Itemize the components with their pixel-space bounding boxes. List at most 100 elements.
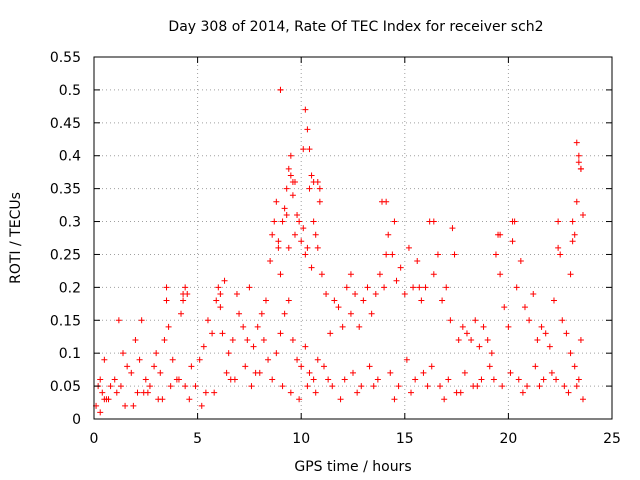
data-point — [579, 211, 586, 218]
data-point — [507, 369, 514, 376]
data-point — [343, 284, 350, 291]
data-point — [354, 389, 361, 396]
data-point — [192, 383, 199, 390]
data-point — [310, 218, 317, 225]
data-point — [277, 86, 284, 93]
data-point — [277, 330, 284, 337]
data-point — [128, 369, 135, 376]
data-point — [350, 369, 356, 376]
data-point — [335, 304, 342, 311]
data-point — [447, 317, 454, 324]
data-point — [368, 310, 375, 317]
data-point — [463, 330, 470, 337]
plot-frame — [93, 56, 613, 420]
data-point — [308, 264, 315, 271]
data-point — [422, 284, 429, 291]
data-point — [430, 218, 437, 225]
data-point — [254, 323, 261, 330]
y-tick-label: 0.05 — [50, 379, 81, 395]
data-point — [459, 323, 466, 330]
data-point — [188, 363, 195, 370]
x-tick-label: 10 — [292, 431, 310, 447]
y-tick-label: 0.55 — [50, 50, 81, 66]
data-point — [285, 297, 292, 304]
data-point — [573, 139, 580, 146]
data-point — [101, 396, 108, 403]
data-point — [403, 356, 410, 363]
data-point — [136, 356, 143, 363]
data-point — [182, 383, 189, 390]
data-point — [567, 271, 574, 278]
data-point — [517, 258, 524, 265]
data-point — [289, 192, 296, 199]
data-point — [490, 376, 497, 383]
x-tick-label: 0 — [90, 431, 99, 447]
data-point — [227, 376, 234, 383]
data-point — [300, 225, 307, 232]
data-point — [476, 343, 483, 350]
y-tick-label: 0.4 — [59, 149, 81, 165]
data-point — [287, 172, 294, 179]
data-point — [370, 383, 377, 390]
data-point — [501, 304, 508, 311]
data-point — [250, 343, 257, 350]
data-point — [521, 304, 528, 311]
data-point — [478, 376, 485, 383]
data-point — [573, 198, 580, 205]
y-tick-label: 0.35 — [50, 182, 81, 198]
data-point — [298, 238, 305, 245]
y-tick-label: 0 — [72, 412, 81, 428]
data-point — [379, 198, 386, 205]
data-point — [329, 383, 336, 390]
data-point — [420, 369, 427, 376]
data-point — [416, 284, 423, 291]
data-point — [538, 323, 545, 330]
data-point — [443, 284, 450, 291]
data-point — [391, 396, 398, 403]
data-point — [339, 323, 346, 330]
data-point — [223, 369, 230, 376]
data-point — [258, 310, 265, 317]
data-point — [497, 271, 504, 278]
data-point — [285, 165, 292, 172]
data-point — [107, 383, 114, 390]
data-point — [97, 376, 104, 383]
data-point — [217, 304, 224, 311]
data-point — [304, 244, 311, 251]
y-tick-label: 0.3 — [59, 215, 81, 231]
data-point — [256, 369, 263, 376]
data-point — [347, 271, 354, 278]
data-point — [269, 376, 276, 383]
data-point — [540, 376, 547, 383]
data-point — [461, 369, 468, 376]
y-tick-label: 0.25 — [50, 247, 81, 263]
data-point — [372, 290, 379, 297]
data-point — [530, 290, 537, 297]
data-point — [337, 396, 344, 403]
data-point — [455, 337, 462, 344]
axis-ticks — [93, 56, 613, 420]
data-point — [310, 376, 317, 383]
data-point — [146, 383, 153, 390]
data-point — [563, 330, 570, 337]
data-point — [414, 258, 421, 265]
data-point — [434, 251, 441, 258]
data-point — [215, 284, 222, 291]
data-point — [117, 383, 124, 390]
data-point — [180, 290, 187, 297]
data-point — [120, 350, 127, 357]
data-point — [561, 383, 568, 390]
data-point — [320, 363, 327, 370]
data-point — [524, 383, 531, 390]
data-point — [306, 369, 313, 376]
data-point — [132, 337, 139, 344]
data-point — [492, 251, 499, 258]
data-point — [219, 330, 226, 337]
data-point — [314, 244, 321, 251]
data-point — [488, 350, 495, 357]
data-point — [548, 369, 555, 376]
data-point — [509, 218, 516, 225]
data-point — [341, 376, 348, 383]
data-point — [575, 376, 582, 383]
data-point — [393, 277, 400, 284]
